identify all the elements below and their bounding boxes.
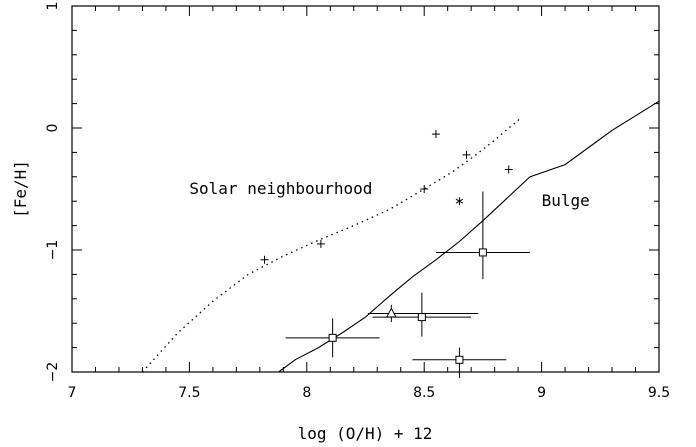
asterisk-marker-stroke (455, 198, 464, 204)
data-point-plus (431, 130, 440, 139)
square-marker (417, 313, 426, 322)
annotations: Solar neighbourhood Bulge (189, 179, 589, 210)
data-point-plus (462, 150, 471, 159)
square-marker (478, 248, 487, 257)
plot-frame (71, 5, 660, 373)
solar-neighbourhood-label: Solar neighbourhood (189, 179, 372, 198)
axis-ticks (71, 5, 660, 373)
data-point-plus (504, 165, 513, 174)
model-curves (141, 100, 660, 373)
data-point-plus (420, 185, 429, 193)
data-points (260, 130, 530, 379)
bulge-label: Bulge (542, 191, 590, 210)
y-tick-label: 0 (45, 124, 61, 133)
x-axis-label: log (O/H) + 12 (298, 424, 433, 443)
x-tick-label: 9.5 (648, 385, 670, 401)
data-point-square (285, 318, 380, 358)
square-marker (328, 333, 337, 342)
x-tick-label: 7 (68, 385, 77, 401)
data-point-plus (316, 239, 325, 248)
y-tick-label: −1 (45, 240, 61, 261)
data-point-asterisk (455, 197, 464, 206)
x-tick-label: 8 (302, 385, 311, 401)
data-point-square (372, 292, 472, 337)
x-tick-label: 7.5 (178, 385, 200, 401)
x-tick-label: 9 (537, 385, 546, 401)
y-axis-label: [Fe/H] (11, 160, 30, 218)
data-point-square (412, 347, 507, 379)
axis-tick-labels: 7 7.5 8 8.5 9 9.5 −2 −1 0 1 (45, 2, 670, 401)
bulge-curve (278, 100, 660, 373)
solar-neighbourhood-curve (141, 115, 522, 373)
y-tick-label: 1 (45, 2, 61, 11)
y-tick-label: −2 (45, 362, 61, 383)
data-point-plus (260, 255, 269, 264)
triangle-marker (385, 307, 397, 318)
square-marker (455, 355, 464, 364)
data-point-square (435, 191, 530, 280)
x-tick-label: 8.5 (413, 385, 435, 401)
